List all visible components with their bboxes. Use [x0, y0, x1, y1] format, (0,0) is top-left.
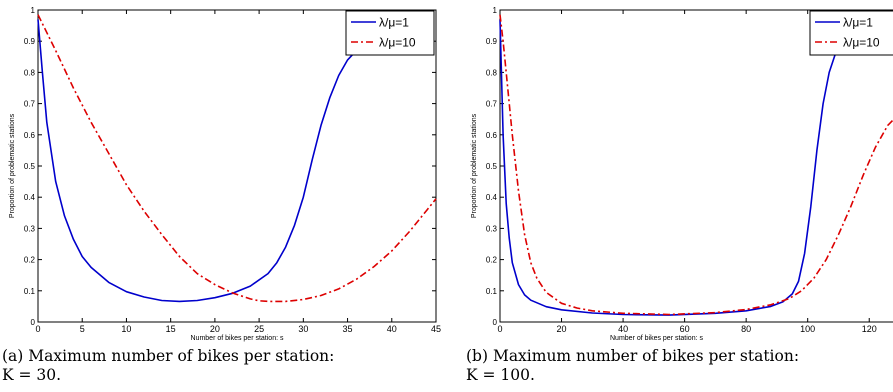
legend-label-2: λ/μ=10 [843, 36, 880, 50]
x-tick-label: 60 [680, 324, 690, 334]
y-tick-label: 0.9 [486, 37, 498, 46]
series-line-1 [37, 19, 375, 303]
y-tick-label: 0.4 [486, 193, 498, 202]
y-tick-label: 0 [31, 318, 36, 327]
y-tick-label: 0.2 [486, 256, 498, 265]
x-tick-label: 20 [210, 324, 220, 334]
legend-label-2: λ/μ=10 [379, 36, 416, 50]
caption-a-line2: K = 30. [2, 366, 62, 384]
y-tick-label: 0.5 [24, 162, 36, 171]
series-line-2 [499, 14, 893, 316]
y-tick-label: 0.8 [24, 68, 36, 77]
chart-b: 0 20 40 60 80 100 120 0 0.1 0.2 0.3 0.4 0.5 0.6 0.7 0.8… [471, 6, 893, 342]
x-tick-label: 40 [387, 324, 397, 334]
y-tick-label: 0 [493, 318, 498, 327]
x-tick-label: 100 [800, 324, 815, 334]
y-tick-label: 0.4 [24, 193, 36, 202]
x-tick-label: 40 [618, 324, 628, 334]
x-tick-label: 0 [497, 324, 502, 334]
chart-a: 0 5 10 15 20 25 30 35 40 45 0 0.1 0.2 0.3 0.4 0.5 0.6 0.7… [9, 6, 441, 342]
y-tick-label: 1 [31, 6, 36, 15]
y-tick-label: 0.8 [486, 68, 498, 77]
x-axis-label: Number of bikes per station: s [191, 335, 284, 342]
x-tick-label: 10 [121, 324, 131, 334]
y-tick-label: 0.6 [24, 131, 36, 140]
x-tick-label: 25 [254, 324, 264, 334]
x-axis-label: Number of bikes per station: s [610, 335, 703, 342]
series-line-1 [499, 19, 843, 316]
y-tick-label: 0.7 [24, 100, 36, 109]
caption-b-line1: (b) Maximum number of bikes per station: [466, 347, 800, 365]
x-tick-label: 80 [741, 324, 751, 334]
y-tick-label: 0.6 [486, 131, 498, 140]
x-tick-label: 45 [431, 324, 441, 334]
x-tick-label: 15 [166, 324, 176, 334]
caption-b-line2: K = 100. [466, 366, 535, 384]
caption-b: (b) Maximum number of bikes per station:… [466, 347, 893, 385]
plot-area [37, 9, 437, 323]
y-tick-label: 0.2 [24, 256, 36, 265]
x-tick-label: 5 [80, 324, 85, 334]
legend-box [345, 10, 435, 56]
legend-label-1: λ/μ=1 [843, 16, 873, 30]
y-tick-label: 0.9 [24, 37, 36, 46]
x-tick-label: 35 [343, 324, 353, 334]
x-tick-label: 0 [35, 324, 40, 334]
y-tick-label: 0.3 [486, 224, 498, 233]
y-tick-label: 0.1 [24, 287, 36, 296]
y-tick-label: 0.1 [486, 287, 498, 296]
y-axis-label: Proportion of problematic stations [9, 113, 16, 218]
y-tick-label: 1 [493, 6, 498, 15]
caption-a: (a) Maximum number of bikes per station:… [2, 347, 442, 385]
y-axis-label: Proportion of problematic stations [471, 113, 478, 218]
legend-box [809, 10, 893, 56]
series-line-2 [37, 14, 437, 303]
y-tick-label: 0.5 [486, 162, 498, 171]
y-tick-label: 0.3 [24, 224, 36, 233]
caption-a-line1: (a) Maximum number of bikes per station: [2, 347, 335, 365]
y-tick-label: 0.7 [486, 100, 498, 109]
x-tick-label: 20 [557, 324, 567, 334]
legend-label-1: λ/μ=1 [379, 16, 409, 30]
x-tick-label: 30 [298, 324, 308, 334]
x-tick-label: 120 [862, 324, 877, 334]
